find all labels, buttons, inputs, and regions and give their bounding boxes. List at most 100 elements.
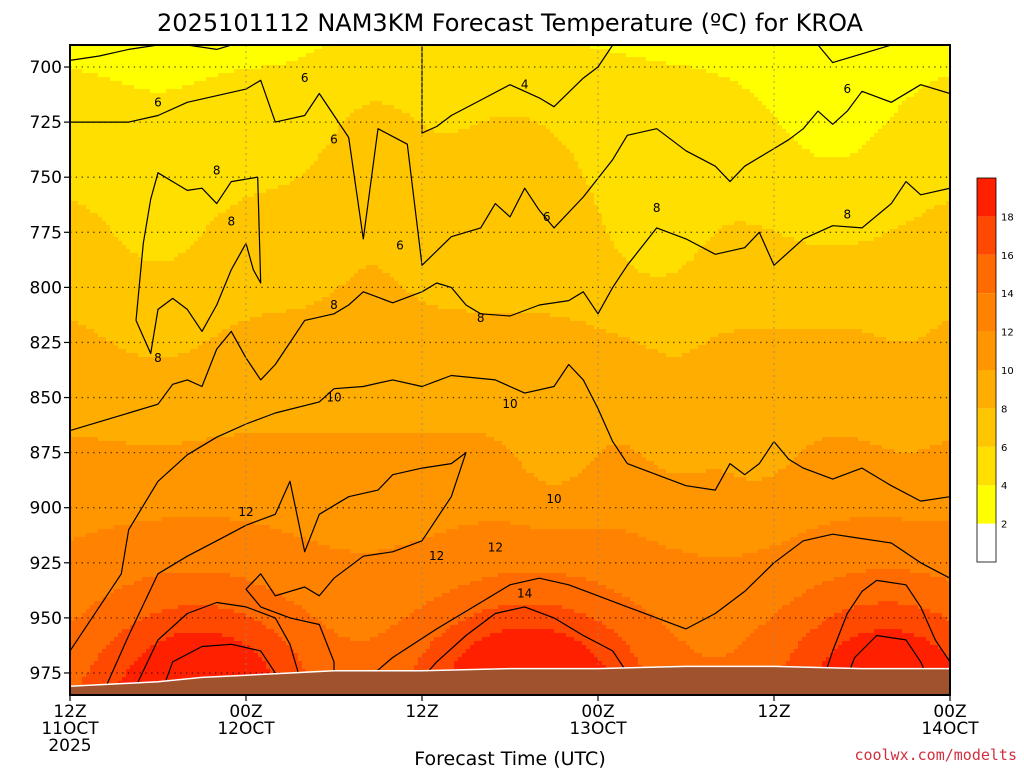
field-cell: [298, 653, 423, 658]
field-cell: [758, 97, 907, 102]
field-cell: [70, 329, 95, 334]
field-cell: [198, 345, 647, 350]
field-cell: [70, 113, 351, 118]
field-cell: [218, 213, 603, 218]
field-cell: [70, 533, 87, 538]
field-cell: [70, 313, 263, 318]
field-cell: [942, 649, 950, 654]
field-cell: [70, 521, 135, 526]
field-cell: [930, 329, 950, 334]
field-cell: [70, 621, 135, 626]
contour-label-9: 8: [154, 351, 162, 365]
field-cell: [878, 601, 899, 606]
field-cell: [706, 69, 950, 74]
field-cell: [254, 617, 319, 622]
x-tick-label-5-0: 00Z: [933, 702, 966, 722]
field-cell: [682, 353, 950, 358]
contour-16c-13: [839, 634, 936, 695]
field-cell: [850, 153, 950, 158]
field-cell: [126, 441, 183, 446]
field-cell: [70, 629, 123, 634]
field-cell: [214, 217, 603, 222]
field-cell: [662, 621, 767, 626]
field-cell: [250, 645, 291, 650]
field-cell: [826, 617, 947, 622]
field-cell: [802, 449, 895, 454]
field-cell: [70, 349, 127, 354]
field-cell: [874, 133, 950, 138]
field-cell: [846, 573, 931, 578]
contour-label-15: 10: [502, 397, 517, 411]
field-cell: [774, 113, 895, 118]
field-cell: [510, 521, 831, 526]
field-cell: [70, 265, 367, 270]
field-cell: [930, 81, 950, 86]
field-cell: [74, 617, 143, 622]
field-cell: [318, 153, 575, 158]
contour-6c-3: [70, 79, 950, 266]
field-cell: [738, 81, 931, 86]
field-cell: [70, 197, 243, 202]
field-cell: [70, 253, 139, 258]
field-cell: [142, 257, 175, 262]
field-cell: [638, 661, 787, 666]
field-cell: [602, 221, 735, 226]
field-cell: [226, 209, 599, 214]
field-cell: [350, 549, 379, 554]
field-cell: [946, 577, 950, 582]
field-cell: [426, 649, 467, 654]
field-cell: [70, 601, 95, 606]
field-cell: [578, 473, 735, 478]
field-cell: [70, 401, 950, 406]
field-cell: [658, 349, 691, 354]
field-cell: [182, 85, 743, 90]
field-cell: [70, 557, 950, 562]
field-cell: [110, 641, 159, 646]
field-cell: [674, 633, 751, 638]
field-cell: [930, 641, 950, 646]
field-cell: [70, 409, 950, 414]
field-cell: [70, 77, 111, 82]
field-cell: [194, 81, 739, 86]
colorbar-label-6: 6: [1001, 443, 1007, 454]
field-cell: [834, 649, 943, 654]
field-cell: [882, 445, 931, 450]
field-cell: [70, 549, 351, 554]
contour-label-13: 8: [844, 208, 852, 222]
field-cell: [790, 653, 831, 658]
field-cell: [330, 137, 559, 142]
field-cell: [70, 573, 159, 578]
contour-12c-8: [348, 533, 950, 695]
field-cell: [942, 613, 950, 618]
field-cell: [794, 237, 875, 242]
field-cell: [870, 137, 950, 142]
contour-4c-0: [70, 45, 232, 62]
field-cell: [70, 221, 107, 226]
field-cell: [106, 337, 211, 342]
field-cell: [406, 289, 950, 294]
field-cell: [794, 597, 950, 602]
x-tick-label-4-0: 12Z: [757, 702, 790, 722]
field-cell: [70, 213, 99, 218]
field-cell: [294, 533, 435, 538]
field-cell: [606, 585, 815, 590]
field-cell: [254, 649, 295, 654]
field-cell: [414, 665, 455, 670]
field-cell: [242, 197, 595, 202]
field-cell: [550, 313, 950, 318]
field-cell: [766, 105, 899, 110]
field-cell: [70, 157, 319, 162]
field-cell: [190, 349, 659, 354]
field-cell: [602, 213, 923, 218]
field-cell: [258, 653, 299, 658]
field-cell: [474, 641, 583, 646]
field-cell: [70, 605, 91, 610]
field-cell: [134, 521, 255, 526]
field-cell: [222, 633, 279, 638]
field-cell: [562, 481, 950, 486]
field-cell: [206, 437, 495, 442]
field-cell: [454, 665, 607, 670]
field-cell: [70, 237, 119, 242]
field-cell: [606, 229, 719, 234]
field-cell: [458, 525, 531, 530]
